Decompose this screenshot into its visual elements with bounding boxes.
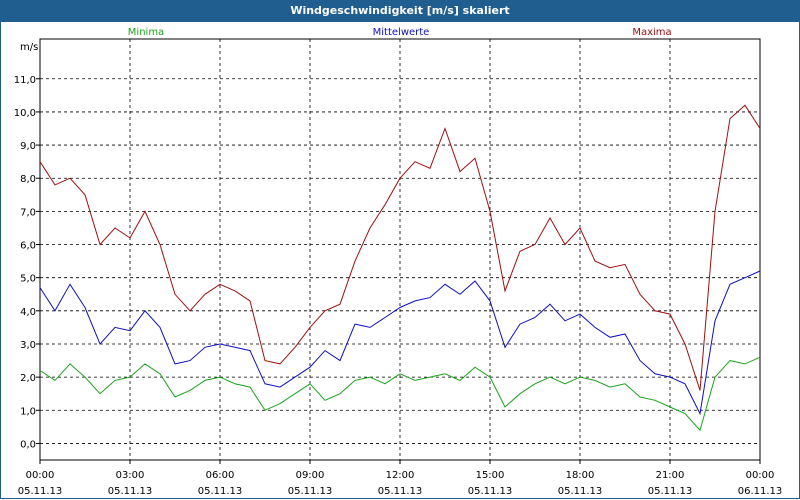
y-axis-unit-label: m/s — [20, 42, 38, 53]
x-tick-date-label: 05.11.13 — [18, 486, 63, 497]
y-tick-label: 1,0 — [20, 406, 36, 417]
x-tick-date-label: 05.11.13 — [378, 486, 423, 497]
x-tick-date-label: 06.11.13 — [738, 486, 783, 497]
x-tick-time-label: 06:00 — [206, 470, 235, 481]
y-tick-label: 10,0 — [14, 108, 36, 119]
x-tick-time-label: 18:00 — [566, 470, 595, 481]
x-tick-time-label: 09:00 — [296, 470, 325, 481]
y-tick-label: 4,0 — [20, 307, 36, 318]
x-tick-time-label: 12:00 — [386, 470, 415, 481]
y-tick-label: 0,0 — [20, 439, 36, 450]
legend-maxima: Maxima — [632, 27, 671, 38]
y-tick-label: 6,0 — [20, 241, 36, 252]
series-line-minima — [39, 356, 761, 432]
x-tick-time-label: 03:00 — [116, 470, 145, 481]
y-tick-label: 11,0 — [14, 75, 36, 86]
x-tick-date-label: 05.11.13 — [288, 486, 333, 497]
legend-minima: Minima — [128, 27, 164, 38]
x-tick-time-label: 00:00 — [746, 470, 775, 481]
x-tick-time-label: 15:00 — [476, 470, 505, 481]
x-tick-time-label: 21:00 — [656, 470, 685, 481]
y-tick-label: 7,0 — [20, 207, 36, 218]
x-tick-date-label: 05.11.13 — [198, 486, 243, 497]
y-tick-label: 5,0 — [20, 274, 36, 285]
y-tick-label: 2,0 — [20, 373, 36, 384]
x-tick-time-label: 00:00 — [26, 470, 55, 481]
chart-title: Windgeschwindigkeit [m/s] skaliert — [0, 0, 800, 22]
series-line-mittelwerte — [39, 270, 761, 416]
legend-mittelwerte: Mittelwerte — [373, 27, 430, 38]
y-tick-label: 3,0 — [20, 340, 36, 351]
x-tick-date-label: 05.11.13 — [648, 486, 693, 497]
x-tick-date-label: 05.11.13 — [558, 486, 603, 497]
y-tick-label: 8,0 — [20, 174, 36, 185]
x-tick-date-label: 05.11.13 — [468, 486, 513, 497]
series-line-maxima — [39, 104, 761, 391]
x-tick-date-label: 05.11.13 — [108, 486, 153, 497]
y-tick-label: 9,0 — [20, 141, 36, 152]
